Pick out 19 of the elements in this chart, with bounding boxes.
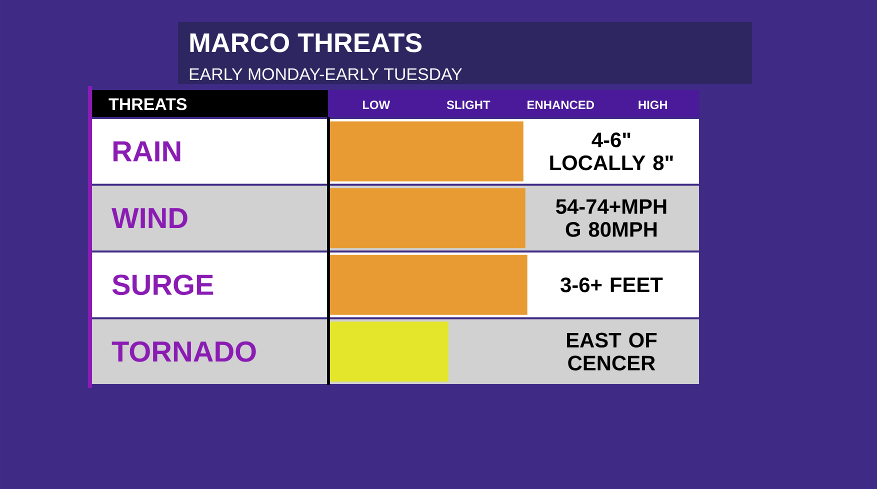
bar xyxy=(330,121,524,182)
bar xyxy=(330,188,526,248)
text: HIGH xyxy=(638,100,668,110)
y-tick-label: RAIN xyxy=(113,141,180,162)
text: 54-74+MPH G 80MPH xyxy=(556,199,666,237)
text: ENHANCED xyxy=(528,100,594,110)
text: SLIGHT xyxy=(446,100,490,110)
chart-title: MARCO THREATS xyxy=(190,33,422,52)
y-axis-title: THREATS xyxy=(108,98,187,110)
y-tick-label: WIND xyxy=(112,208,188,228)
y-tick-label: SURGE xyxy=(112,274,214,296)
chart-subtitle: EARLY MONDAY-EARLY TUESDAY xyxy=(190,68,462,80)
text: 3-6+ FEET xyxy=(560,277,663,292)
text: 4-6" LOCALLY 8" xyxy=(550,132,673,170)
text: LOW xyxy=(362,100,390,110)
text: EAST OF CENCER xyxy=(566,332,657,370)
bar xyxy=(330,322,448,382)
y-tick-label: TORNADO xyxy=(112,341,256,362)
bar xyxy=(330,254,528,315)
